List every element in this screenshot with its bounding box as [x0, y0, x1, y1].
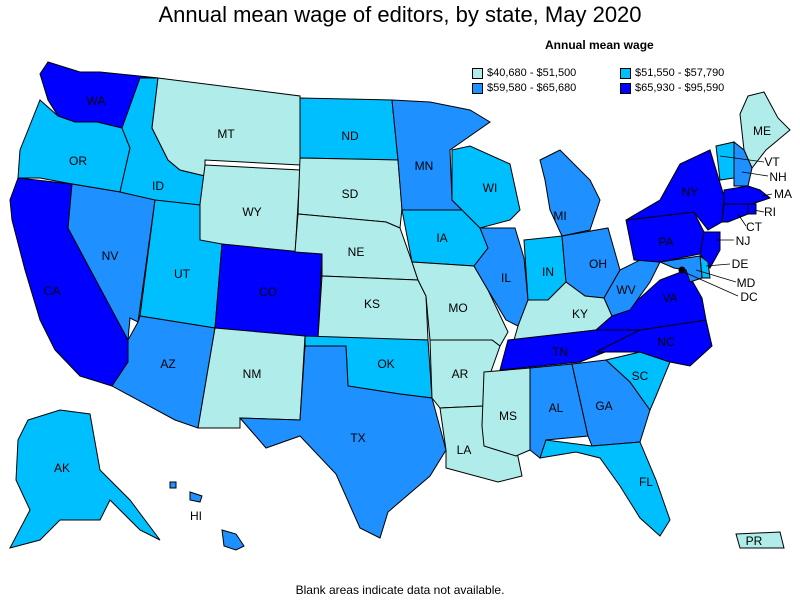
state-label-ks: KS: [364, 297, 380, 311]
state-label-hi: HI: [190, 509, 202, 523]
state-label-mo: MO: [448, 301, 467, 315]
state-label-nm: NM: [243, 367, 262, 381]
legend-swatch: [472, 82, 483, 94]
state-label-ma: MA: [774, 187, 792, 201]
state-ma[interactable]: [723, 185, 772, 205]
state-label-or: OR: [69, 154, 87, 168]
state-label-ms: MS: [499, 409, 517, 423]
state-nj[interactable]: [699, 231, 721, 269]
leader-line-ma: [761, 193, 773, 197]
state-label-co: CO: [259, 285, 277, 299]
state-label-wy: WY: [242, 205, 261, 219]
state-label-az: AZ: [160, 357, 175, 371]
state-label-id: ID: [152, 179, 164, 193]
state-label-wv: WV: [616, 283, 635, 297]
state-label-ut: UT: [174, 267, 191, 281]
state-tx[interactable]: [238, 345, 447, 539]
leader-line-nh: [741, 171, 769, 177]
state-me[interactable]: [739, 91, 791, 169]
legend-item-tier-4: $65,930 - $95,590: [620, 82, 724, 94]
state-ri[interactable]: [747, 203, 757, 215]
state-label-oh: OH: [589, 257, 607, 271]
state-label-dc: DC: [740, 290, 758, 304]
state-label-ct: CT: [746, 220, 763, 234]
legend-swatch: [472, 67, 483, 79]
state-ct[interactable]: [721, 203, 749, 223]
state-label-ne: NE: [348, 245, 365, 259]
state-mi[interactable]: [539, 149, 601, 237]
leader-line-ct: [737, 213, 747, 227]
state-label-ok: OK: [377, 357, 394, 371]
state-fl[interactable]: [539, 439, 671, 537]
legend-title: Annual mean wage: [545, 38, 654, 52]
state-label-il: IL: [501, 271, 511, 285]
state-label-va: VA: [662, 291, 677, 305]
state-hi-kauai[interactable]: [169, 481, 177, 489]
legend-item-tier-3: $59,580 - $65,680: [472, 82, 576, 94]
legend-item-tier-1: $40,680 - $51,500: [472, 67, 576, 79]
state-wi[interactable]: [451, 145, 521, 229]
state-label-nd: ND: [341, 129, 359, 143]
state-hi-islands[interactable]: [189, 491, 203, 503]
legend-label: $59,580 - $65,680: [487, 82, 577, 94]
state-label-nj: NJ: [736, 234, 751, 248]
state-vt[interactable]: [715, 141, 735, 181]
state-label-mn: MN: [415, 159, 434, 173]
state-label-ak: AK: [54, 461, 70, 475]
state-label-ga: GA: [595, 399, 612, 413]
state-ak[interactable]: [9, 409, 161, 549]
legend-swatch: [620, 67, 631, 79]
map-title: Annual mean wage of editors, by state, M…: [158, 2, 642, 27]
state-label-mi: MI: [553, 209, 566, 223]
state-label-ca: CA: [44, 284, 61, 298]
state-label-nh: NH: [769, 170, 786, 184]
state-label-sc: SC: [632, 369, 649, 383]
state-label-ri: RI: [764, 205, 776, 219]
state-label-pr: PR: [746, 534, 763, 548]
state-wv[interactable]: [603, 259, 661, 317]
state-nh[interactable]: [733, 140, 753, 187]
state-label-ia: IA: [436, 231, 447, 245]
state-label-de: DE: [732, 257, 749, 271]
state-label-nv: NV: [102, 249, 119, 263]
state-label-sd: SD: [342, 187, 359, 201]
state-label-al: AL: [549, 401, 564, 415]
leader-line-vt: [719, 155, 765, 163]
leader-line-md: [695, 269, 737, 283]
state-label-md: MD: [737, 276, 756, 290]
state-nv[interactable]: [67, 183, 156, 342]
state-label-ar: AR: [452, 367, 469, 381]
state-label-vt: VT: [764, 155, 780, 169]
state-label-nc: NC: [657, 335, 675, 349]
leader-line-de: [705, 263, 731, 267]
state-label-ky: KY: [572, 307, 588, 321]
state-label-mt: MT: [217, 127, 235, 141]
state-label-wa: WA: [87, 94, 106, 108]
state-label-tn: TN: [552, 345, 568, 359]
state-ks[interactable]: [317, 275, 429, 341]
legend-item-tier-2: $51,550 - $57,790: [620, 67, 724, 79]
state-label-me: ME: [753, 124, 771, 138]
state-il[interactable]: [473, 227, 529, 327]
state-label-la: LA: [457, 443, 472, 457]
state-label-tx: TX: [350, 431, 365, 445]
state-label-ny: NY: [682, 185, 699, 199]
state-hi[interactable]: [221, 529, 245, 551]
leader-line-ri: [753, 209, 765, 213]
state-dc[interactable]: [678, 266, 686, 274]
state-label-fl: FL: [639, 475, 653, 489]
legend-label: $51,550 - $57,790: [635, 67, 725, 79]
state-label-wi: WI: [483, 181, 498, 195]
legend-label: $40,680 - $51,500: [487, 67, 577, 79]
footnote: Blank areas indicate data not available.: [295, 583, 505, 597]
leader-line-dc: [683, 271, 739, 297]
legend-label: $65,930 - $95,590: [635, 82, 725, 94]
legend-swatch: [620, 82, 631, 94]
state-pr[interactable]: [735, 531, 785, 549]
state-va[interactable]: [594, 269, 707, 331]
state-label-pa: PA: [658, 235, 673, 249]
state-mn[interactable]: [391, 99, 491, 211]
state-label-in: IN: [542, 265, 554, 279]
